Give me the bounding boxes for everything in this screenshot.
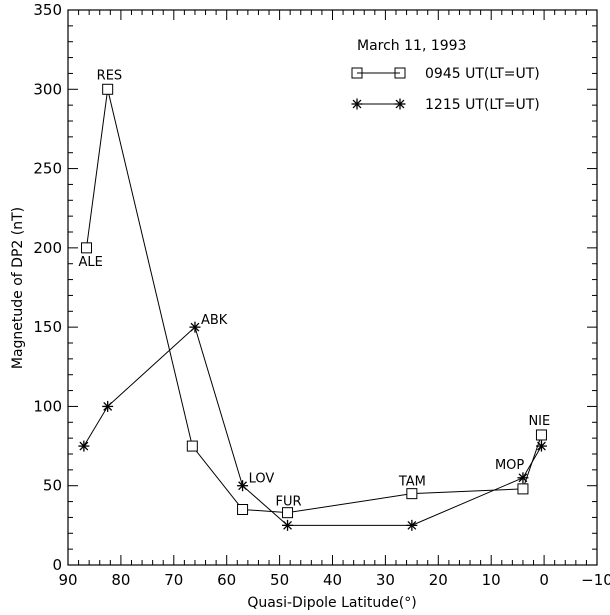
x-tick-label: −10	[581, 571, 610, 589]
legend-marker-1215-right	[394, 98, 406, 110]
x-tick-label: 60	[217, 571, 236, 589]
y-tick-label: 0	[52, 556, 62, 574]
legend-star	[351, 98, 363, 110]
y-tick-label: 150	[33, 318, 62, 336]
station-label-abk: ABK	[201, 313, 228, 328]
x-tick-label: 10	[482, 571, 501, 589]
station-label-ale: ALE	[79, 255, 103, 270]
legend-marker-1215-left	[351, 98, 363, 110]
data-point-square	[406, 488, 418, 500]
y-tick-label: 50	[43, 477, 62, 495]
x-tick-label: 20	[429, 571, 448, 589]
data-point-square	[186, 440, 198, 452]
data-point-square	[282, 507, 294, 519]
x-tick-label: 30	[376, 571, 395, 589]
data-point-asterisk	[517, 472, 529, 484]
chart-title: March 11, 1993	[357, 38, 466, 54]
y-axis-title: Magnetude of DP2 (nT)	[10, 207, 26, 369]
data-point-square	[535, 429, 547, 441]
data-point-square	[517, 483, 529, 495]
data-point-square	[81, 242, 93, 254]
station-label-mop: MOP	[495, 458, 524, 473]
x-tick-label: 90	[58, 571, 77, 589]
legend-star	[394, 98, 406, 110]
tick-labels: 90 80 70 60 50 40 30 20 10 0 −10050100150200250300…	[33, 1, 610, 589]
y-tick-label: 350	[33, 1, 62, 19]
data-point-asterisk	[102, 400, 114, 412]
y-tick-label: 100	[33, 397, 62, 415]
station-label-fur: FUR	[276, 495, 302, 510]
station-label-nie: NIE	[528, 414, 550, 429]
series-lines	[83, 89, 542, 526]
x-axis-title: Quasi-Dipole Latitude(°)	[247, 595, 416, 611]
y-tick-label: 250	[33, 160, 62, 178]
data-point-asterisk	[189, 321, 201, 333]
y-tick-label: 200	[33, 239, 62, 257]
data-point-asterisk	[535, 440, 547, 452]
x-tick-label: 70	[164, 571, 183, 589]
series-line-1	[83, 326, 542, 526]
x-tick-label: 50	[270, 571, 289, 589]
x-tick-label: 0	[539, 571, 549, 589]
legend: March 11, 1993 0945 UT(LT=UT) 1215 UT(LT…	[351, 38, 540, 113]
x-tick-label: 80	[111, 571, 130, 589]
legend-marker-0945-left	[351, 67, 363, 79]
data-point-asterisk	[282, 519, 294, 531]
x-tick-label: 40	[323, 571, 342, 589]
series-line-0	[86, 89, 542, 514]
axis-ticks	[67, 9, 598, 566]
data-point-asterisk	[237, 480, 249, 492]
data-point-asterisk	[406, 519, 418, 531]
data-point-square	[102, 83, 114, 95]
station-label-lov: LOV	[249, 472, 275, 487]
plot-frame	[67, 9, 598, 566]
legend-label-1215: 1215 UT(LT=UT)	[425, 97, 540, 113]
data-point-square	[237, 504, 249, 515]
y-tick-label: 300	[33, 80, 62, 98]
station-label-res: RES	[97, 68, 123, 83]
station-label-tam: TAM	[398, 475, 426, 490]
legend-label-0945: 0945 UT(LT=UT)	[425, 66, 540, 82]
series-markers	[78, 83, 547, 531]
legend-marker-0945-right	[394, 67, 406, 79]
data-point-asterisk	[78, 440, 90, 452]
